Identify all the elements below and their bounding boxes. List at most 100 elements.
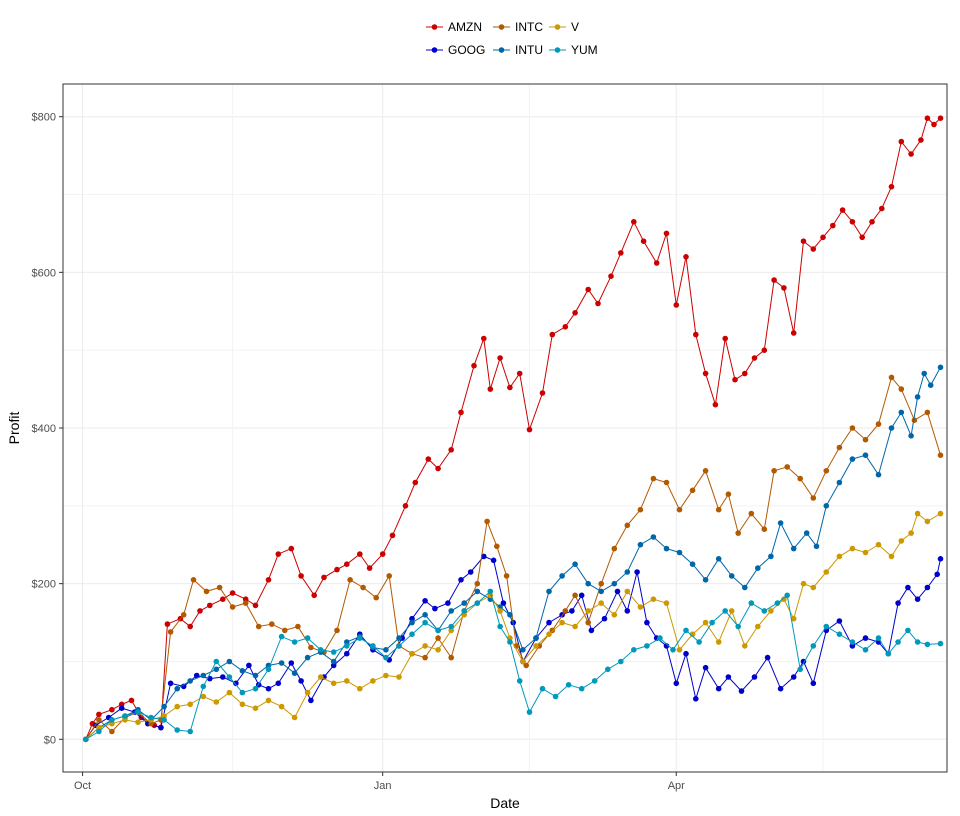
data-point-intu bbox=[888, 425, 895, 431]
data-point-v bbox=[650, 596, 657, 602]
data-point-intc bbox=[836, 444, 843, 451]
data-point-goog bbox=[458, 577, 464, 583]
data-point-intu bbox=[161, 703, 167, 710]
data-point-yum bbox=[526, 709, 533, 715]
data-point-goog bbox=[409, 615, 415, 622]
series-yum bbox=[83, 588, 944, 743]
data-point-intu bbox=[836, 479, 843, 486]
data-point-amzn bbox=[859, 234, 865, 241]
data-point-intc bbox=[598, 580, 604, 587]
data-point-v bbox=[810, 584, 817, 591]
data-point-yum bbox=[83, 736, 89, 743]
data-point-v bbox=[533, 643, 539, 649]
data-point-yum bbox=[239, 689, 246, 696]
data-point-goog bbox=[308, 697, 314, 704]
data-point-intu bbox=[927, 382, 934, 389]
data-point-v bbox=[278, 703, 285, 710]
data-point-amzn bbox=[732, 376, 738, 383]
data-point-yum bbox=[304, 635, 311, 641]
data-point-amzn bbox=[761, 347, 768, 354]
data-point-amzn bbox=[242, 596, 249, 602]
data-point-goog bbox=[445, 600, 451, 606]
data-point-amzn bbox=[357, 551, 363, 557]
data-point-intu bbox=[898, 409, 905, 416]
data-point-amzn bbox=[898, 138, 905, 145]
data-point-intc bbox=[637, 506, 644, 513]
data-point-amzn bbox=[164, 621, 171, 627]
data-point-yum bbox=[924, 641, 931, 648]
data-point-amzn bbox=[631, 219, 637, 225]
data-point-amzn bbox=[879, 205, 885, 212]
data-point-intu bbox=[474, 588, 481, 595]
x-axis-title: Date bbox=[490, 795, 520, 811]
data-point-v bbox=[676, 647, 683, 653]
data-point-intu bbox=[663, 545, 670, 552]
legend-item-intu: INTU bbox=[493, 43, 543, 57]
data-point-intu bbox=[448, 608, 455, 614]
data-point-goog bbox=[233, 680, 239, 687]
data-point-intc bbox=[255, 623, 262, 630]
data-point-intc bbox=[823, 468, 830, 474]
data-point-intc bbox=[109, 728, 115, 735]
data-point-amzn bbox=[618, 250, 624, 256]
data-point-goog bbox=[490, 557, 497, 564]
data-point-goog bbox=[725, 674, 732, 680]
data-point-intc bbox=[448, 654, 455, 661]
data-point-intc bbox=[360, 584, 366, 591]
data-point-intu bbox=[409, 619, 415, 626]
data-point-yum bbox=[748, 600, 755, 606]
data-point-v bbox=[317, 674, 324, 680]
data-point-intu bbox=[702, 577, 709, 583]
series-line-intc bbox=[85, 376, 941, 740]
data-point-goog bbox=[663, 643, 670, 649]
data-point-yum bbox=[135, 709, 141, 715]
data-point-yum bbox=[435, 627, 441, 634]
data-point-v bbox=[213, 699, 220, 705]
data-point-yum bbox=[810, 643, 817, 649]
data-point-goog bbox=[118, 705, 125, 711]
data-point-goog bbox=[751, 674, 758, 680]
data-point-intc bbox=[180, 612, 187, 618]
data-point-amzn bbox=[187, 623, 193, 630]
data-point-amzn bbox=[595, 300, 601, 307]
data-point-yum bbox=[696, 639, 702, 645]
series-layer bbox=[83, 115, 944, 743]
data-point-v bbox=[702, 619, 709, 626]
legend-label: AMZN bbox=[448, 20, 482, 34]
legend-label: INTU bbox=[515, 43, 543, 57]
data-point-intu bbox=[813, 543, 820, 550]
legend-label: YUM bbox=[571, 43, 598, 57]
series-amzn bbox=[83, 115, 944, 743]
data-point-intu bbox=[849, 456, 856, 462]
data-point-intu bbox=[790, 545, 797, 552]
data-point-v bbox=[409, 650, 415, 657]
data-point-goog bbox=[937, 556, 944, 562]
data-point-amzn bbox=[389, 532, 396, 539]
data-point-goog bbox=[614, 588, 621, 595]
data-point-yum bbox=[461, 608, 468, 614]
data-point-goog bbox=[167, 680, 174, 687]
data-point-yum bbox=[849, 639, 856, 645]
data-point-amzn bbox=[402, 503, 409, 509]
data-point-v bbox=[755, 623, 761, 630]
data-point-goog bbox=[432, 605, 438, 612]
data-point-yum bbox=[644, 643, 650, 649]
data-point-v bbox=[422, 643, 428, 649]
y-axis-title: Profit bbox=[6, 412, 22, 445]
data-point-intc bbox=[735, 530, 741, 536]
data-point-amzn bbox=[507, 384, 513, 391]
data-point-amzn bbox=[683, 253, 689, 260]
data-point-intu bbox=[676, 549, 683, 556]
legend-label: V bbox=[571, 20, 579, 34]
data-point-intu bbox=[611, 580, 618, 587]
data-point-amzn bbox=[790, 330, 797, 336]
legend-item-yum: YUM bbox=[549, 43, 598, 57]
data-point-yum bbox=[578, 685, 585, 692]
data-point-intc bbox=[797, 475, 803, 482]
data-point-intc bbox=[484, 518, 490, 525]
data-point-intc bbox=[898, 386, 905, 392]
data-point-intc bbox=[810, 495, 817, 501]
data-point-goog bbox=[836, 618, 843, 624]
data-point-v bbox=[252, 705, 259, 711]
data-point-intu bbox=[461, 600, 468, 606]
